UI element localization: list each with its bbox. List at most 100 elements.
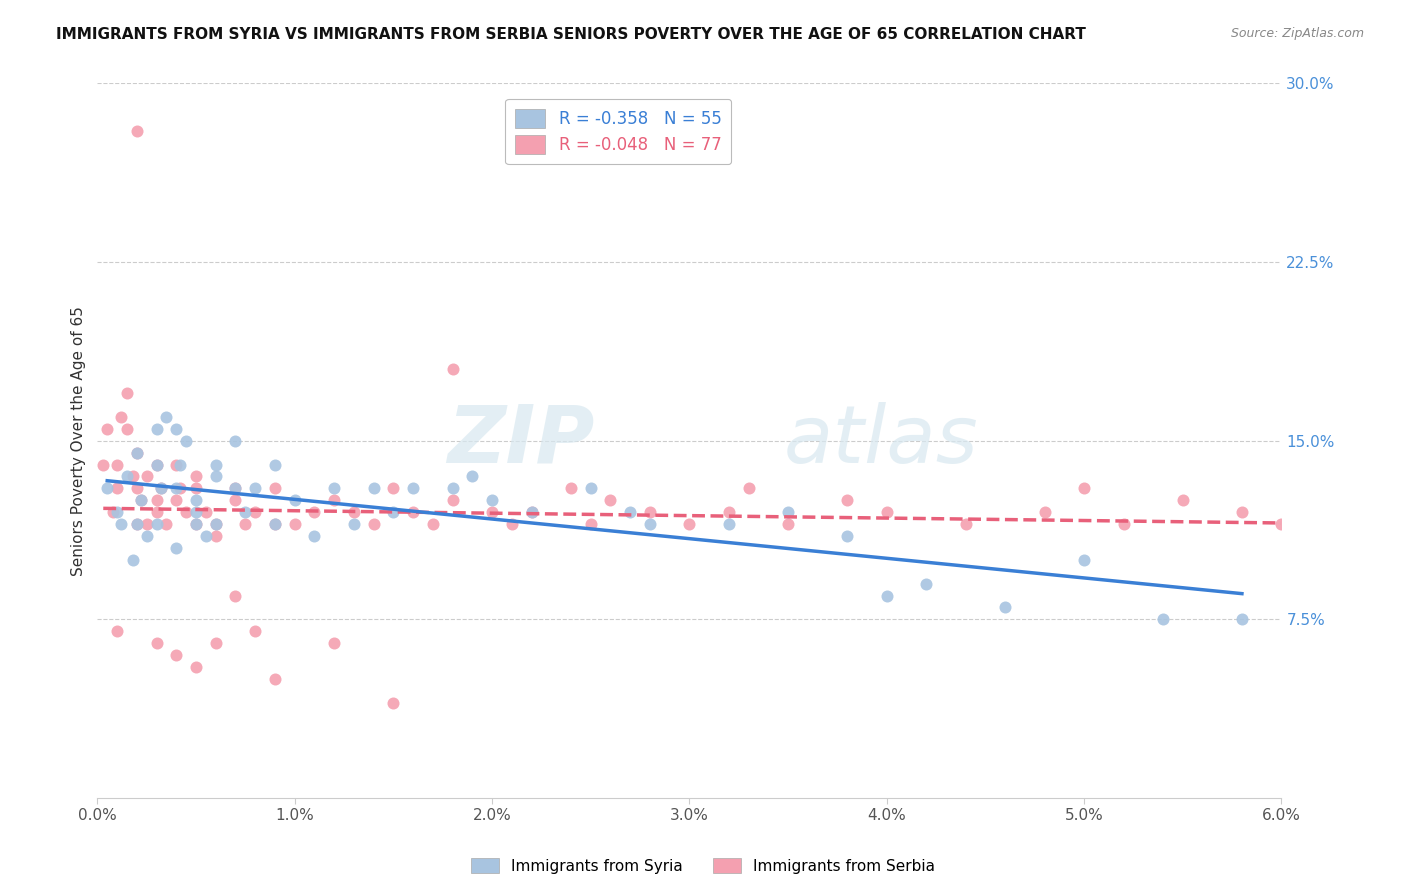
Point xyxy=(1073,482,1095,496)
Point xyxy=(224,434,246,448)
Point xyxy=(323,493,346,508)
Point xyxy=(323,636,346,650)
Point xyxy=(105,458,128,472)
Point xyxy=(149,482,172,496)
Point xyxy=(363,482,385,496)
Point xyxy=(284,517,307,532)
Point xyxy=(264,482,287,496)
Point xyxy=(165,648,187,662)
Point xyxy=(915,576,938,591)
Point xyxy=(110,409,132,424)
Point xyxy=(204,469,226,483)
Point xyxy=(194,505,217,519)
Point xyxy=(304,505,326,519)
Point xyxy=(481,493,503,508)
Text: atlas: atlas xyxy=(785,401,979,480)
Point xyxy=(638,505,661,519)
Point xyxy=(422,517,444,532)
Point xyxy=(837,529,859,543)
Point xyxy=(382,505,405,519)
Point xyxy=(145,422,167,436)
Point xyxy=(501,517,523,532)
Point xyxy=(96,422,118,436)
Point xyxy=(876,505,898,519)
Point xyxy=(135,529,157,543)
Point xyxy=(264,458,287,472)
Point xyxy=(129,493,152,508)
Point xyxy=(165,482,187,496)
Point xyxy=(155,517,177,532)
Point xyxy=(204,636,226,650)
Point xyxy=(194,529,217,543)
Point xyxy=(520,505,543,519)
Point xyxy=(184,505,207,519)
Point xyxy=(125,482,148,496)
Point xyxy=(1033,505,1056,519)
Point xyxy=(1152,612,1174,626)
Point xyxy=(1073,553,1095,567)
Point xyxy=(184,660,207,674)
Point xyxy=(145,458,167,472)
Point xyxy=(122,469,145,483)
Legend: R = -0.358   N = 55, R = -0.048   N = 77: R = -0.358 N = 55, R = -0.048 N = 77 xyxy=(505,99,731,164)
Point xyxy=(363,517,385,532)
Point xyxy=(235,517,257,532)
Point xyxy=(717,517,740,532)
Point xyxy=(96,482,118,496)
Text: ZIP: ZIP xyxy=(447,401,595,480)
Point xyxy=(184,482,207,496)
Point xyxy=(776,505,799,519)
Point xyxy=(169,458,191,472)
Point xyxy=(125,445,148,459)
Point xyxy=(110,517,132,532)
Point xyxy=(737,482,759,496)
Point xyxy=(441,482,464,496)
Point xyxy=(402,482,425,496)
Point xyxy=(619,505,641,519)
Point xyxy=(1270,517,1292,532)
Point xyxy=(343,517,366,532)
Point xyxy=(204,529,226,543)
Point xyxy=(184,517,207,532)
Point xyxy=(994,600,1017,615)
Point xyxy=(125,124,148,138)
Point xyxy=(264,517,287,532)
Point xyxy=(135,469,157,483)
Point xyxy=(125,517,148,532)
Text: Source: ZipAtlas.com: Source: ZipAtlas.com xyxy=(1230,27,1364,40)
Point xyxy=(174,434,197,448)
Point xyxy=(169,482,191,496)
Point xyxy=(165,493,187,508)
Point xyxy=(125,517,148,532)
Point xyxy=(115,469,138,483)
Point xyxy=(343,505,366,519)
Point xyxy=(638,517,661,532)
Point xyxy=(135,517,157,532)
Point xyxy=(245,482,267,496)
Point xyxy=(382,696,405,710)
Point xyxy=(174,505,197,519)
Point xyxy=(481,505,503,519)
Y-axis label: Seniors Poverty Over the Age of 65: Seniors Poverty Over the Age of 65 xyxy=(72,306,86,575)
Point xyxy=(323,482,346,496)
Point xyxy=(91,458,114,472)
Point xyxy=(1112,517,1135,532)
Point xyxy=(115,386,138,401)
Point xyxy=(382,482,405,496)
Point xyxy=(105,482,128,496)
Point xyxy=(165,422,187,436)
Point xyxy=(304,529,326,543)
Point xyxy=(145,505,167,519)
Point xyxy=(245,505,267,519)
Point xyxy=(105,505,128,519)
Point xyxy=(284,493,307,508)
Point xyxy=(776,517,799,532)
Point xyxy=(245,624,267,639)
Point xyxy=(115,422,138,436)
Point xyxy=(122,553,145,567)
Point xyxy=(145,458,167,472)
Point xyxy=(717,505,740,519)
Point xyxy=(1171,493,1194,508)
Legend: Immigrants from Syria, Immigrants from Serbia: Immigrants from Syria, Immigrants from S… xyxy=(465,852,941,880)
Point xyxy=(155,409,177,424)
